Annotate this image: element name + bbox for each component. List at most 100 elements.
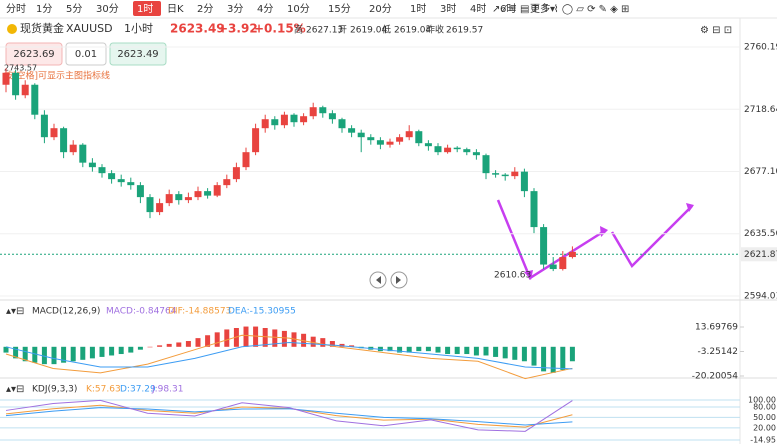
y-tick-label: 2760.19	[744, 43, 777, 53]
macd-bar	[13, 346, 19, 359]
candle-body	[396, 137, 404, 142]
candle-body	[21, 84, 29, 96]
stat-label: 昨收	[426, 24, 444, 36]
macd-bar	[464, 346, 470, 355]
candle-body	[357, 132, 365, 138]
macd-bar	[502, 346, 508, 359]
period-button[interactable]: 4分	[257, 3, 273, 15]
candle-body	[549, 264, 557, 270]
macd-bar	[320, 338, 326, 347]
macd-bar	[541, 346, 547, 372]
y-tick-label: 80.00	[753, 402, 776, 411]
candle-body	[108, 173, 116, 180]
max-label: 2743.57	[4, 64, 37, 73]
candle-body	[328, 113, 336, 120]
candle-body	[290, 114, 298, 123]
j-value: J:98.31	[151, 385, 183, 395]
period-button[interactable]: 日K	[167, 4, 184, 15]
period-button[interactable]: 10分	[287, 3, 310, 15]
candle-body	[280, 114, 288, 126]
stat-label: 高	[294, 24, 303, 36]
period-button[interactable]: 15分	[328, 3, 351, 15]
macd-bar	[51, 346, 57, 365]
macd-bar	[473, 346, 479, 356]
j-line	[5, 399, 573, 432]
y-tick-label: 100.00	[748, 396, 776, 405]
macd-bar	[550, 346, 556, 373]
candle-body	[223, 179, 231, 186]
period-button[interactable]: 1分	[36, 3, 52, 15]
period-button[interactable]: 3时	[440, 3, 456, 15]
macd-bar	[291, 332, 297, 347]
candle-body	[98, 167, 106, 174]
candle-body	[338, 119, 346, 129]
y-tick-label: 20.00	[753, 423, 776, 432]
candle-body	[309, 107, 317, 117]
panel-icons[interactable]: ▴▾⊟	[6, 384, 24, 395]
period-button[interactable]: 5分	[66, 3, 82, 15]
interval[interactable]: 1小时	[124, 22, 153, 35]
candle-body	[501, 174, 509, 177]
dif-line	[5, 334, 573, 380]
candle-body	[319, 107, 327, 114]
macd-bar	[137, 346, 143, 350]
dif-value: DIF:-14.88573	[168, 307, 231, 317]
candle-body	[520, 171, 528, 192]
candle-body	[242, 152, 250, 168]
period-button[interactable]: 1时	[137, 3, 153, 15]
stat: 2627.13	[306, 26, 343, 36]
macd-bar	[339, 343, 345, 347]
symbol[interactable]: XAUUSD	[66, 22, 113, 35]
candle-body	[50, 128, 58, 138]
macd-bar	[195, 338, 201, 347]
candle-body	[367, 137, 375, 141]
macd-bar	[89, 346, 95, 359]
candle-body	[472, 152, 480, 156]
candle-body	[12, 72, 20, 96]
stat: 2619.57	[446, 26, 483, 36]
panel-icons[interactable]: ⚙ ⊟ ⊡	[700, 25, 732, 36]
candle-body	[540, 227, 548, 265]
period-button[interactable]: 6时	[500, 3, 516, 15]
y-tick-label: -3.25142	[698, 347, 738, 357]
qty-input[interactable]	[65, 42, 107, 66]
sell-button[interactable]	[5, 42, 63, 66]
period-button[interactable]: 30分	[96, 3, 119, 15]
macd-bar	[70, 346, 76, 362]
buy-button[interactable]	[109, 42, 167, 66]
candle-body	[348, 128, 356, 133]
macd-bar	[32, 346, 38, 363]
candle-body	[117, 179, 125, 183]
period-button[interactable]: 3分	[227, 3, 243, 15]
candle-body	[559, 257, 567, 270]
macd-bar	[329, 341, 335, 347]
y-tick-label: 2718.64	[744, 105, 777, 115]
candle-body	[424, 143, 432, 147]
dea-line	[5, 341, 573, 370]
candle-body	[300, 116, 308, 123]
y-tick-label: 2635.56	[744, 229, 777, 239]
macd-bar	[243, 326, 249, 347]
period-active	[133, 1, 161, 16]
candle-body	[482, 155, 490, 174]
tool-icons[interactable]: ↗ ⁄ ≡ ▤ T ⊤ ⌇ ◯ ▱ ⟳ ✎ ◈ ⊞	[492, 4, 629, 15]
macd-bar	[128, 346, 134, 353]
period-button[interactable]: 1时	[410, 3, 426, 15]
candle-body	[463, 149, 471, 153]
macd-bar	[493, 346, 499, 357]
stat-label: 低	[382, 24, 391, 36]
period-button[interactable]: 2分	[197, 3, 213, 15]
period-button[interactable]: 4时	[470, 3, 486, 15]
change: +3.92	[218, 22, 258, 36]
macd-bar	[157, 345, 163, 347]
period-button[interactable]: 更多▾	[530, 2, 555, 15]
period-button[interactable]: 分时	[6, 3, 26, 15]
panel-icons[interactable]: ▴▾⊟	[6, 306, 24, 317]
period-button[interactable]: 20分	[369, 3, 392, 15]
candle-body	[405, 131, 413, 138]
candle-body	[146, 197, 154, 213]
candle-body	[127, 182, 135, 186]
current-price: 2621.87	[744, 250, 777, 260]
tool-icon[interactable]: ↗ ⁄ ≡ ▤ T ⊤ ⌇ ◯ ▱ ⟳ ✎ ◈ ⊞	[492, 4, 629, 15]
macd-label: MACD(12,26,9)	[32, 307, 100, 317]
